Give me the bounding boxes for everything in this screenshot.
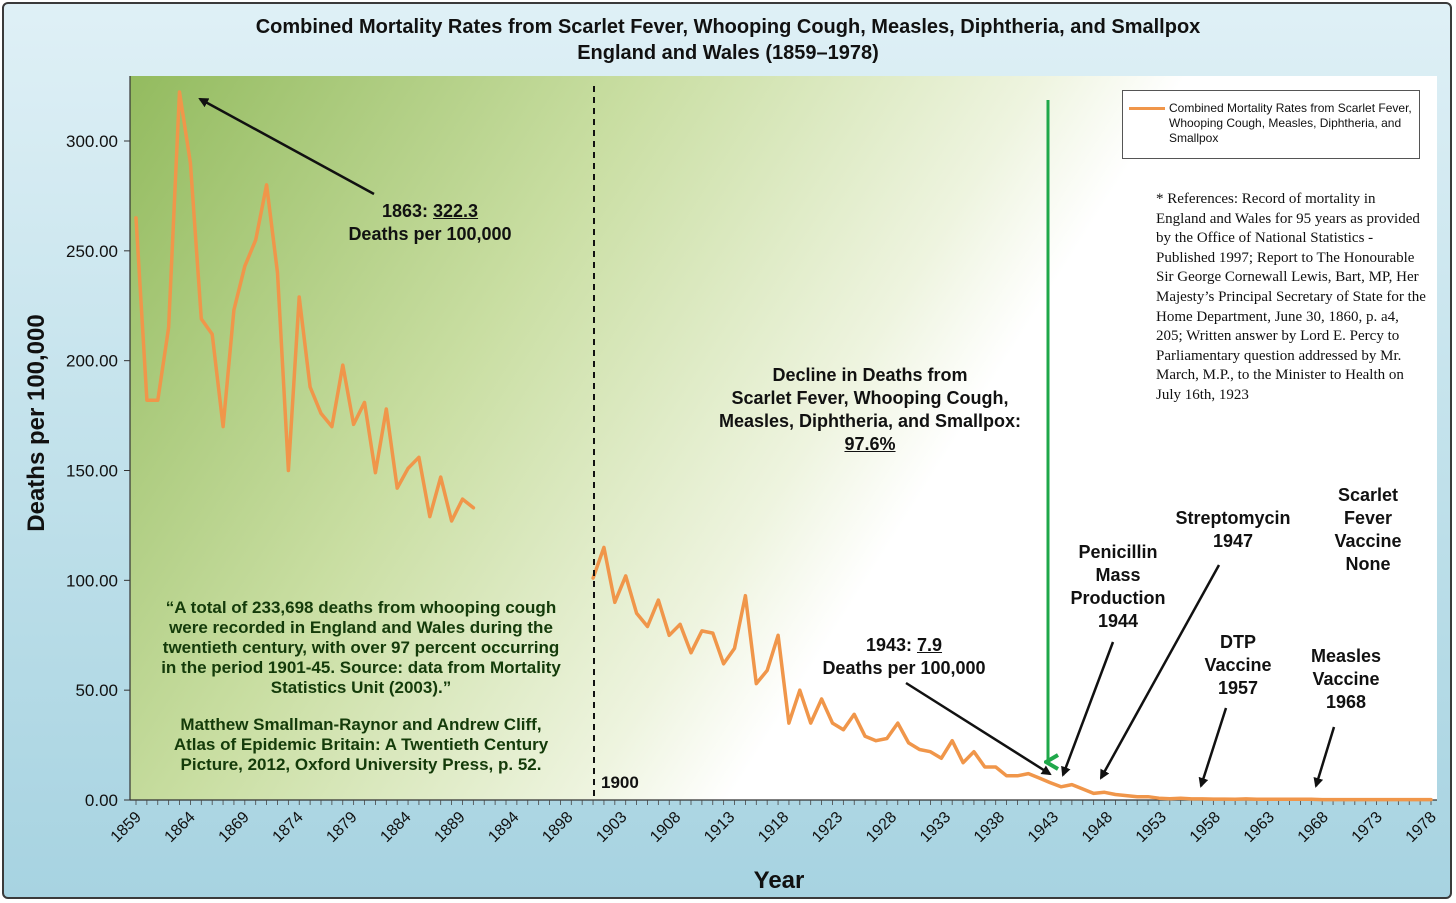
series-group (134, 90, 1433, 802)
quote-line: Statistics Unit (2003).” (270, 678, 452, 697)
x-tick-label: 1859 (108, 809, 145, 846)
x-tick-label: 1933 (917, 809, 954, 846)
divider-label: 1900 (601, 773, 639, 792)
x-tick-label: 1884 (377, 809, 414, 846)
penicillin-line: Production (1070, 588, 1166, 608)
series-line (134, 90, 476, 523)
scarlet-annotation: Scarlet Fever Vaccine None (1316, 484, 1420, 576)
x-tick-label: 1943 (1025, 809, 1062, 846)
peak-value: 322.3 (433, 201, 479, 221)
decline-annotation: Decline in Deaths from Scarlet Fever, Wh… (690, 364, 1050, 456)
quote-line: were recorded in England and Wales durin… (169, 618, 553, 637)
scarlet-line: Vaccine (1334, 531, 1402, 551)
x-tick-label: 1963 (1241, 809, 1278, 846)
low-value: 7.9 (917, 635, 943, 655)
x-tick-label: 1978 (1403, 809, 1440, 846)
quote-line: in the period 1901-45. Source: data from… (161, 658, 561, 677)
dtp-line: 1957 (1217, 678, 1259, 698)
scarlet-line: Fever (1343, 508, 1393, 528)
scarlet-line: None (1345, 554, 1391, 574)
x-tick-label: 1968 (1295, 809, 1332, 846)
decline-line-2: Scarlet Fever, Whooping Cough, (731, 388, 1009, 408)
x-axis: 1859 1864 1869 1874 1879 1884 1889 1894 1898 1903… (108, 799, 1440, 846)
scarlet-line: Scarlet (1337, 485, 1399, 505)
y-tick-label: 0.00 (85, 791, 118, 810)
citation-line: Picture, 2012, Oxford University Press, … (180, 755, 542, 774)
low-annotation: 1943: 7.9 Deaths per 100,000 (796, 634, 1012, 680)
citation-line: Atlas of Epidemic Britain: A Twentieth C… (173, 735, 549, 754)
measles-line: Vaccine (1312, 669, 1380, 689)
streptomycin-line: 1947 (1212, 531, 1254, 551)
low-year: 1943: (865, 635, 917, 655)
streptomycin-arrow (1099, 564, 1221, 780)
quote-block: “A total of 233,698 deaths from whooping… (138, 598, 584, 775)
x-tick-label: 1889 (431, 809, 468, 846)
references-note: * References: Record of mortality in Eng… (1156, 191, 1426, 403)
decline-line-1: Decline in Deaths from (772, 365, 968, 385)
low-unit: Deaths per 100,000 (822, 658, 986, 678)
x-tick-label: 1874 (270, 809, 307, 846)
y-tick-label: 100.00 (66, 571, 118, 590)
streptomycin-annotation: Streptomycin 1947 (1163, 507, 1303, 553)
y-tick-label: 150.00 (66, 462, 118, 481)
series-line (591, 545, 1433, 802)
x-tick-label: 1948 (1079, 809, 1116, 846)
y-tick-label: 300.00 (66, 132, 118, 151)
x-tick-label: 1923 (809, 809, 846, 846)
citation-line: Matthew Smallman-Raynor and Andrew Cliff… (180, 715, 542, 734)
measles-arrow (1313, 726, 1336, 788)
x-tick-label: 1938 (971, 809, 1008, 846)
y-axis-title: Deaths per 100,000 (23, 314, 50, 531)
legend: Combined Mortality Rates from Scarlet Fe… (1122, 90, 1420, 159)
x-axis-title: Year (754, 867, 805, 894)
penicillin-line: Mass (1095, 565, 1141, 585)
peak-arrow (198, 97, 375, 196)
x-tick-label: 1864 (162, 809, 199, 846)
chart-title: Combined Mortality Rates from Scarlet Fe… (255, 16, 1201, 38)
decline-value: 97.6% (844, 434, 896, 454)
decline-line-3: Measles, Diphtheria, and Smallpox: (718, 411, 1022, 431)
x-tick-label: 1958 (1187, 809, 1224, 846)
quote-line: twentieth century, with over 97 percent … (162, 638, 560, 657)
streptomycin-line: Streptomycin (1175, 508, 1291, 528)
penicillin-annotation: Penicillin Mass Production 1944 (1055, 541, 1181, 633)
x-tick-label: 1903 (593, 809, 630, 846)
x-tick-label: 1879 (323, 809, 360, 846)
legend-label: Combined Mortality Rates from Scarlet Fe… (1169, 101, 1412, 145)
peak-annotation: 1863: 322.3 Deaths per 100,000 (320, 200, 540, 246)
penicillin-line: Penicillin (1078, 542, 1158, 562)
x-tick-label: 1908 (647, 809, 684, 846)
x-tick-label: 1918 (755, 809, 792, 846)
x-tick-label: 1898 (539, 809, 576, 846)
low-arrow (905, 681, 1052, 776)
measles-line: 1968 (1325, 692, 1367, 712)
penicillin-arrow (1061, 641, 1115, 777)
x-tick-label: 1894 (485, 809, 522, 846)
x-tick-label: 1928 (863, 809, 900, 846)
x-tick-label: 1913 (701, 809, 738, 846)
dtp-line: Vaccine (1204, 655, 1272, 675)
x-tick-label: 1869 (216, 809, 253, 846)
legend-swatch (1129, 107, 1165, 110)
chart-subtitle: England and Wales (1859–1978) (577, 42, 879, 64)
quote-line: “A total of 233,698 deaths from whooping… (165, 598, 557, 617)
dtp-annotation: DTP Vaccine 1957 (1193, 631, 1283, 700)
y-axis: 0.00 50.00 100.00 150.00 200.00 250.00 300.00 (66, 76, 131, 810)
y-tick-label: 250.00 (66, 242, 118, 261)
x-tick-label: 1973 (1349, 809, 1386, 846)
peak-year: 1863: (381, 201, 433, 221)
dtp-line: DTP (1220, 632, 1256, 652)
x-tick-label: 1953 (1133, 809, 1170, 846)
y-tick-label: 50.00 (75, 681, 118, 700)
y-tick-label: 200.00 (66, 352, 118, 371)
measles-line: Measles (1310, 646, 1382, 666)
peak-unit: Deaths per 100,000 (348, 224, 512, 244)
dtp-arrow (1198, 707, 1228, 788)
measles-annotation: Measles Vaccine 1968 (1296, 645, 1396, 714)
penicillin-line: 1944 (1097, 611, 1139, 631)
